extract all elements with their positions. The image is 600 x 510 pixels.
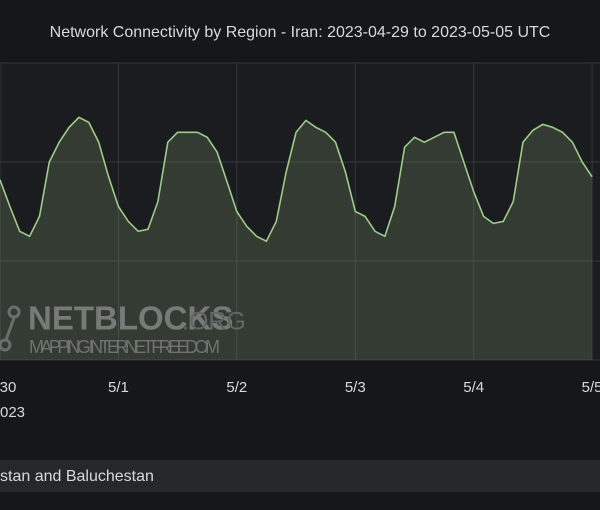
x-tick-label: 5/1: [108, 379, 129, 396]
chart-title: Network Connectivity by Region - Iran: 2…: [50, 24, 551, 41]
x-tick-label: 5/2: [226, 379, 247, 396]
watermark-icon: [4, 317, 16, 341]
watermark-name: NETBLOCKS: [28, 300, 233, 337]
watermark-tagline: MAPPING INTERNET FREEDOM: [29, 337, 220, 357]
x-tick-label: 5/5: [582, 379, 600, 396]
legend-label: stan and Baluchestan: [0, 468, 154, 485]
watermark-icon: [7, 305, 21, 319]
plot-area: [0, 63, 600, 360]
watermark-icon: [0, 338, 12, 352]
area-fill: [0, 117, 593, 361]
x-tick-label: 5/3: [345, 379, 366, 396]
legend-bar: [0, 460, 600, 492]
watermark-suffix: .ORG: [182, 308, 246, 336]
year-label: 023: [0, 404, 25, 421]
line: [0, 116, 593, 243]
watermark: NETBLOCKS .ORG MAPPING INTERNET FREEDOM: [0, 300, 246, 357]
x-tick-label: 5/4: [463, 379, 484, 396]
x-tick-label: 30: [0, 379, 16, 396]
